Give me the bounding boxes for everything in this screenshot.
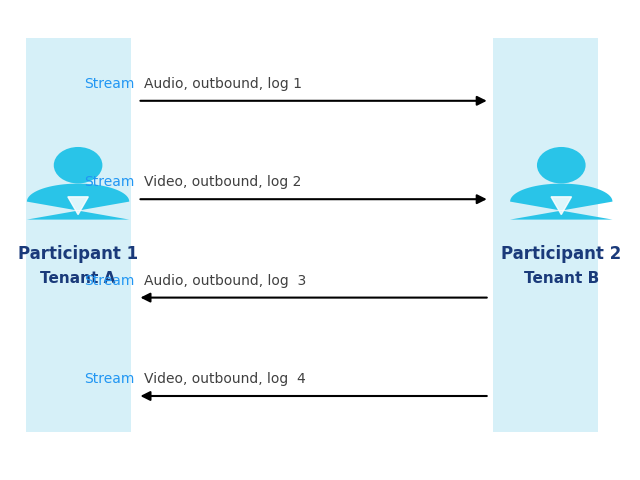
Polygon shape <box>510 184 612 220</box>
Polygon shape <box>68 197 88 215</box>
Text: Audio, outbound, log  3: Audio, outbound, log 3 <box>144 274 307 288</box>
Text: Stream: Stream <box>84 274 134 288</box>
FancyBboxPatch shape <box>26 38 131 432</box>
Polygon shape <box>551 197 572 215</box>
Text: Stream: Stream <box>84 175 134 190</box>
Text: Audio, outbound, log 1: Audio, outbound, log 1 <box>144 77 302 91</box>
Text: Video, outbound, log  4: Video, outbound, log 4 <box>144 372 306 386</box>
Text: Video, outbound, log 2: Video, outbound, log 2 <box>144 175 301 190</box>
Text: Tenant B: Tenant B <box>524 271 599 286</box>
Circle shape <box>54 147 102 183</box>
Text: Stream: Stream <box>84 372 134 386</box>
FancyBboxPatch shape <box>493 38 598 432</box>
Text: Participant 1: Participant 1 <box>18 245 138 263</box>
Text: Participant 2: Participant 2 <box>501 245 621 263</box>
Text: Tenant A: Tenant A <box>40 271 116 286</box>
Text: Stream: Stream <box>84 77 134 91</box>
Circle shape <box>537 147 586 183</box>
Polygon shape <box>27 184 129 220</box>
